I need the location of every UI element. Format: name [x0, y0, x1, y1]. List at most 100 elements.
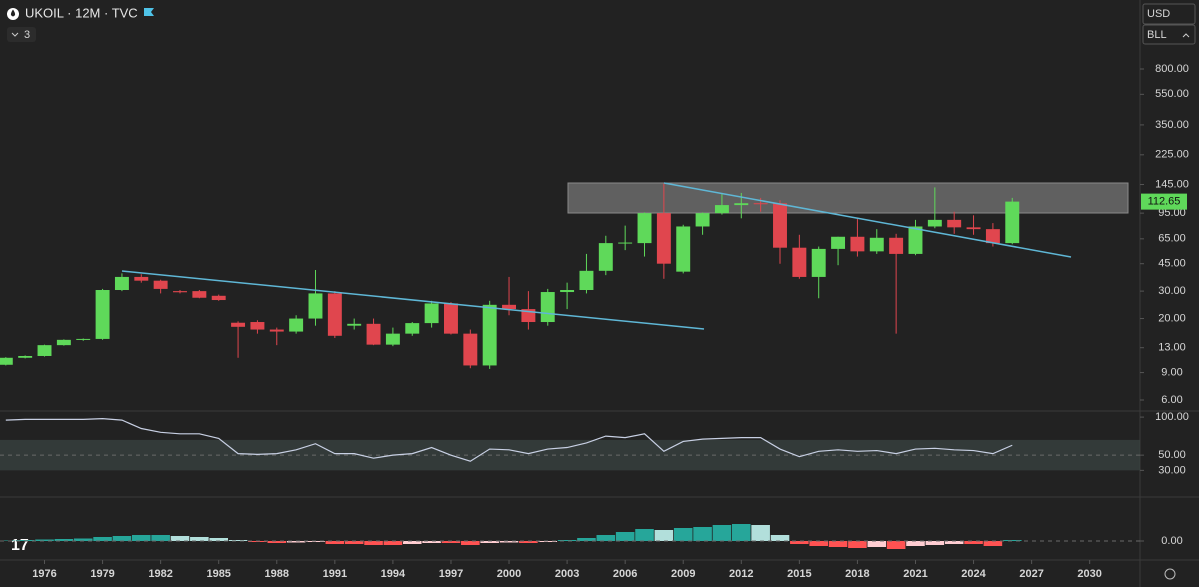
y-tick-label: 30.00	[1158, 285, 1186, 297]
macd-bar	[751, 525, 770, 541]
last-price-box	[1141, 193, 1187, 210]
macd-bar	[461, 541, 480, 545]
candle-body	[850, 236, 865, 252]
x-tick-label: 1982	[148, 568, 172, 580]
candle-body	[289, 318, 304, 332]
candle-body	[114, 276, 129, 291]
candle-body	[463, 333, 478, 366]
macd-bar	[54, 539, 74, 541]
y-tick-label: 100.00	[1155, 411, 1189, 423]
candle-body	[540, 292, 555, 323]
macd-bar	[654, 530, 674, 541]
x-tick-label: 2009	[671, 568, 695, 580]
x-tick-label: 1994	[381, 568, 406, 580]
macd-bar	[673, 528, 693, 541]
x-tick-label: 2003	[555, 568, 579, 580]
macd-bar	[35, 539, 54, 541]
macd-bar	[228, 540, 248, 541]
candle-body	[482, 304, 497, 366]
candle-body	[18, 355, 33, 358]
y-tick-label: 9.00	[1161, 366, 1182, 378]
candle-body	[869, 237, 884, 252]
symbol-legend[interactable]: UKOIL · 12M · TVC	[25, 5, 138, 20]
settings-icon[interactable]	[1164, 568, 1176, 580]
candle-body	[192, 291, 207, 298]
macd-bar	[925, 541, 945, 545]
macd-bar	[519, 541, 538, 543]
candle-body	[773, 203, 787, 248]
candle-body	[134, 276, 149, 281]
candle-body	[714, 205, 729, 214]
droplet	[10, 9, 16, 17]
trend-line	[663, 182, 1072, 258]
candle-body	[889, 237, 904, 254]
trend-line	[121, 270, 705, 330]
macd-bar	[344, 541, 364, 544]
candle-body	[173, 291, 187, 293]
candle-body	[37, 345, 52, 356]
flag[interactable]	[144, 8, 154, 16]
indicators-toggle[interactable]	[7, 27, 36, 42]
y-tick-label: 50.00	[1158, 449, 1186, 461]
macd-bar	[635, 529, 654, 541]
macd-bar	[577, 538, 596, 541]
candle-body	[269, 329, 284, 332]
unit-button[interactable]	[1142, 24, 1196, 45]
macd-bar	[441, 541, 461, 543]
y-tick-label: 20.00	[1158, 312, 1186, 324]
candle-body	[76, 338, 91, 340]
unit: BLL	[1147, 29, 1167, 41]
macd-bar	[190, 537, 209, 541]
macd-bar	[325, 541, 345, 544]
macd-bar	[1002, 540, 1022, 541]
candle-body	[308, 293, 323, 319]
macd-bar	[422, 541, 441, 543]
macd-bar	[132, 535, 151, 541]
candle-body	[579, 270, 594, 291]
macd-bar	[383, 541, 403, 545]
y-tick-label: 95.00	[1158, 207, 1186, 219]
macd-bar	[732, 524, 751, 541]
y-tick-label: 225.00	[1155, 149, 1189, 161]
candle-body	[56, 339, 71, 346]
candle-body	[153, 280, 168, 289]
y-tick-label: 350.00	[1155, 119, 1189, 131]
x-tick-label: 2024	[961, 568, 986, 580]
macd-bar	[286, 541, 306, 543]
logo[interactable]: 17	[11, 537, 29, 554]
candle-body	[656, 213, 671, 264]
y-tick-label: 65.00	[1158, 233, 1186, 245]
currency-button[interactable]	[1142, 3, 1196, 25]
x-tick-label: 2006	[613, 568, 637, 580]
x-tick-label: 1979	[90, 568, 114, 580]
last-price-label: 112.65	[1148, 196, 1181, 208]
indicators-count: 3	[24, 29, 30, 41]
y-tick-label: 6.00	[1161, 394, 1182, 406]
macd-bar	[615, 532, 635, 541]
y-tick-label: 145.00	[1155, 178, 1189, 190]
y-tick-label: 45.00	[1158, 258, 1186, 270]
macd-bar	[964, 541, 983, 544]
x-tick-label: 2027	[1019, 568, 1043, 580]
macd-bar	[906, 541, 925, 546]
macd-bar	[112, 536, 132, 541]
candle-body	[966, 227, 981, 230]
macd-bar	[828, 541, 848, 547]
macd-bar	[499, 541, 519, 543]
x-tick-label: 2015	[787, 568, 811, 580]
candle-body	[95, 290, 110, 339]
candle-body	[502, 304, 516, 310]
macd-bar	[596, 535, 616, 541]
y-tick-label: 13.00	[1158, 342, 1186, 354]
candle-body	[231, 322, 246, 327]
candle-body	[695, 213, 710, 227]
candle-body	[366, 323, 381, 345]
macd-bar	[480, 541, 499, 543]
chevron	[1182, 33, 1190, 38]
chevron	[11, 32, 19, 37]
x-tick-label: 1997	[439, 568, 463, 580]
macd-bar	[712, 525, 732, 541]
x-tick-label: 1985	[206, 568, 230, 580]
